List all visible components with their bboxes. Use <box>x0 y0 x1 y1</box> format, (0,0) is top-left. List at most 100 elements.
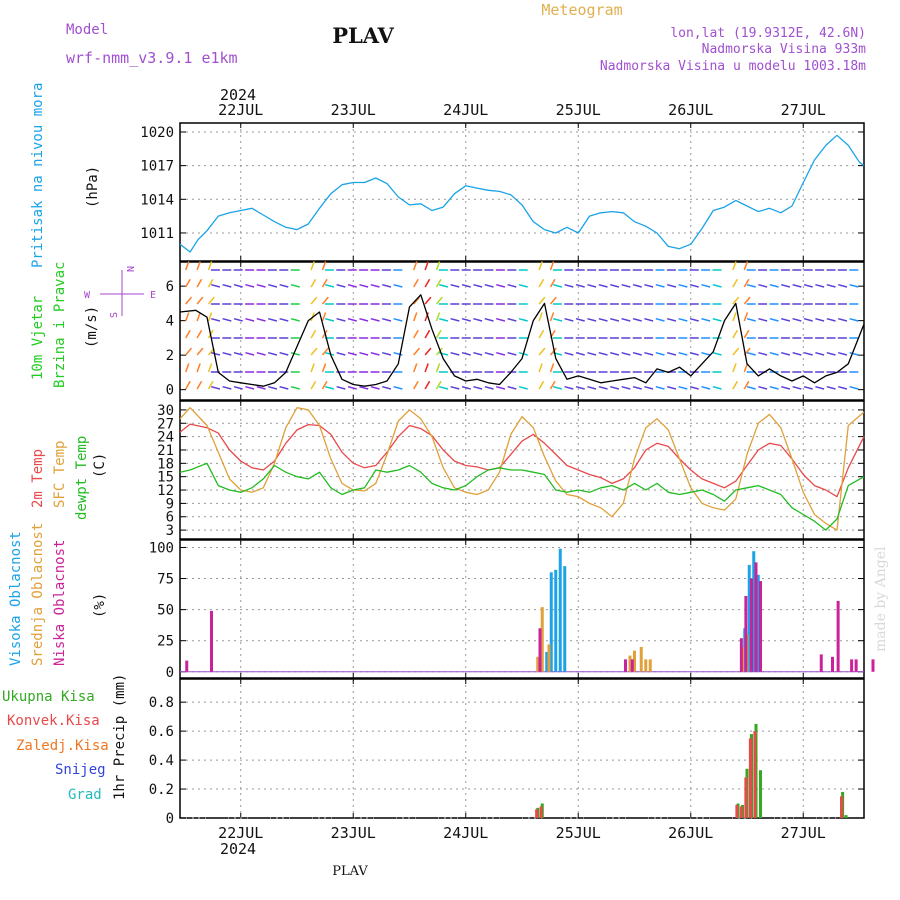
temp2m-ylabel: 2m Temp <box>30 449 46 508</box>
wind-arrow <box>610 317 620 322</box>
ytick-label-temp: 3 <box>166 523 174 539</box>
mid-cloud-bar <box>547 644 551 672</box>
wind-arrow <box>518 385 528 390</box>
wind-arrow <box>587 385 597 390</box>
wind-arrow <box>632 283 642 288</box>
wind-arrow <box>743 329 750 339</box>
wind-arrow <box>347 283 357 288</box>
wind-arrow <box>769 385 779 390</box>
wind-arrow <box>781 283 791 288</box>
wind-arrow <box>256 351 266 356</box>
wind-arrow <box>496 283 506 288</box>
wind-arrow <box>815 351 825 356</box>
time-label-top: 25JUL <box>556 101 601 119</box>
high-cloud-bar <box>756 574 760 672</box>
wind-arrow <box>184 363 190 373</box>
wind-arrow <box>393 317 403 322</box>
wind-arrow <box>849 385 859 390</box>
pressure-unit: (hPa) <box>85 166 101 208</box>
wind-arrow <box>196 278 203 288</box>
cloud-unit: (%) <box>92 593 108 618</box>
wind-arrow <box>207 296 215 305</box>
wind-arrow <box>496 351 506 356</box>
wind-arrow <box>413 296 421 305</box>
ytick-label-pressure: 1014 <box>140 192 174 208</box>
wind-ylabel-1: 10m Vjetar <box>30 296 46 380</box>
low-cloud-bar <box>850 659 854 672</box>
wind-arrow <box>450 317 460 322</box>
wind-arrow <box>325 317 335 322</box>
wind-arrow <box>732 296 740 305</box>
wind-arrow <box>507 385 517 390</box>
wind-arrow <box>424 363 429 373</box>
wind-arrow <box>196 363 201 373</box>
wind-arrow <box>743 296 751 305</box>
ytick-label-clouds: 0 <box>166 665 174 681</box>
wind-arrow <box>279 385 289 390</box>
wind-arrow <box>849 317 859 322</box>
wind-arrow <box>632 317 642 322</box>
watermark: made by Angel <box>873 546 889 652</box>
wind-arrow <box>621 283 631 288</box>
high-cloud-bar <box>752 551 756 672</box>
model-label: Model <box>66 22 108 38</box>
wind-arrow <box>644 283 654 288</box>
wind-arrow <box>644 317 654 322</box>
wind-arrow <box>838 283 848 288</box>
ytick-label-wind: 4 <box>166 314 174 330</box>
wind-arrow <box>803 317 813 322</box>
wind-arrow <box>196 312 201 322</box>
precip-ylabel: 1hr Precip (mm) <box>112 674 128 800</box>
wind-arrow <box>564 385 574 390</box>
wind-arrow <box>743 380 750 390</box>
low-cloud-bar <box>754 562 758 672</box>
conv-rain-bar <box>753 731 757 818</box>
ytick-label-clouds: 50 <box>157 603 174 619</box>
wind-arrow <box>769 283 779 288</box>
wind-arrow <box>450 283 460 288</box>
wind-arrow <box>370 385 380 390</box>
wind-arrow <box>758 317 768 322</box>
wind-arrow <box>655 385 665 390</box>
time-label-bottom: 24JUL <box>443 824 488 842</box>
low-cloud-bar <box>185 660 189 672</box>
wind-arrow <box>826 385 836 390</box>
temperature-series <box>179 407 865 531</box>
wind-arrow <box>439 385 449 390</box>
wind-unit: (m/s) <box>84 306 100 348</box>
wind-arrow <box>359 283 369 288</box>
wind-arrow <box>268 317 278 322</box>
wind-arrow <box>207 380 214 390</box>
low-cloud-bar <box>836 600 840 672</box>
cloud-bars <box>180 548 875 673</box>
wind-arrow <box>701 351 711 356</box>
wind-arrow <box>538 363 543 373</box>
wind-arrow <box>256 385 266 390</box>
wind-arrow <box>435 347 443 356</box>
time-axis-labels: 22JUL 22JUL 23JUL 23JUL 24JUL 24JUL 25JUL 25JUL… <box>218 101 826 842</box>
wind-arrow <box>743 363 749 373</box>
wind-arrow <box>746 385 756 390</box>
wind-arrow <box>792 385 802 390</box>
wind-arrow <box>207 363 213 373</box>
ytick-label-clouds: 75 <box>157 572 174 588</box>
low-cloud-bar <box>210 610 213 672</box>
wind-arrow <box>310 347 318 356</box>
wind-arrow <box>196 380 203 390</box>
compass-e: E <box>150 290 156 301</box>
year-top: 2024 <box>220 86 256 104</box>
wind-arrow <box>518 317 528 322</box>
high-cloud-bar <box>563 566 567 672</box>
time-label-bottom: 27JUL <box>781 824 826 842</box>
low-cloud-bar <box>744 595 748 672</box>
wind-arrow <box>310 329 317 339</box>
wind-arrow <box>484 385 494 390</box>
time-label-bottom: 25JUL <box>556 824 601 842</box>
ytick-label-temp: 12 <box>157 483 174 499</box>
wind-arrow <box>185 329 191 339</box>
time-label-top: 24JUL <box>443 101 488 119</box>
mid-cloud-bar <box>628 655 632 672</box>
wind-arrow <box>245 317 255 322</box>
wind-arrow <box>245 351 255 356</box>
